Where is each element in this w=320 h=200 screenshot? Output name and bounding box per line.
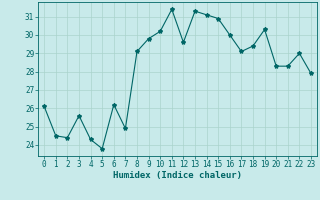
- X-axis label: Humidex (Indice chaleur): Humidex (Indice chaleur): [113, 171, 242, 180]
